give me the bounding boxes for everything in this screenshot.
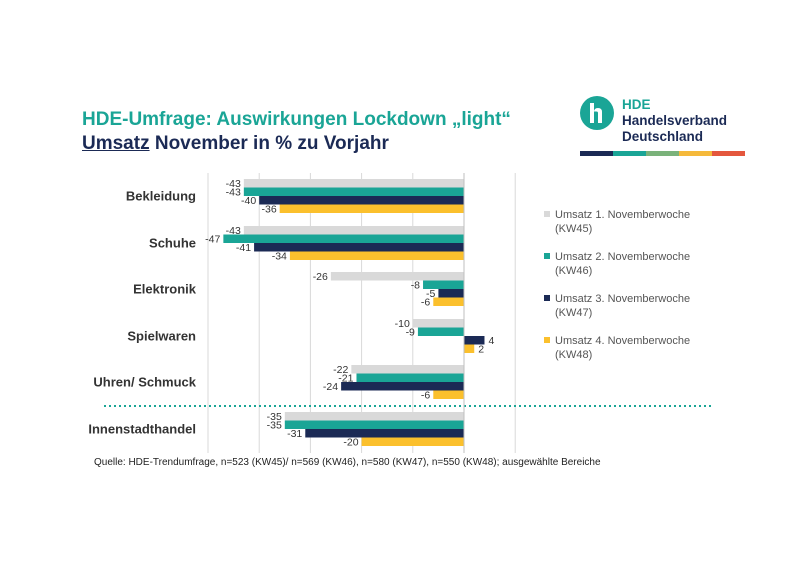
data-label: -36: [261, 204, 276, 216]
bar: [433, 297, 464, 306]
bar: [243, 187, 464, 196]
bar: [279, 204, 464, 213]
bar: [417, 327, 464, 336]
data-label: -41: [236, 242, 251, 254]
legend-sublabel-kw47: (KW47): [555, 307, 593, 319]
data-label: -26: [313, 271, 328, 283]
data-label: 2: [478, 344, 484, 356]
logo-color-bar-5: [712, 151, 745, 156]
data-label: -43: [226, 187, 241, 199]
bar: [356, 373, 464, 382]
category-label: Spielwaren: [127, 329, 196, 344]
bar: [361, 437, 464, 446]
logo-color-bar-1: [580, 151, 613, 156]
bar: [259, 196, 464, 205]
category-label: Innenstadthandel: [88, 422, 196, 437]
legend-swatch-kw46: [544, 253, 550, 259]
legend-swatch-kw45: [544, 211, 550, 217]
category-label: Bekleidung: [126, 189, 196, 204]
hde-h-logo-icon: [580, 96, 614, 130]
data-label: -21: [338, 373, 353, 385]
data-label: -35: [267, 411, 282, 423]
legend-label-kw48: Umsatz 4. Novemberwoche: [555, 335, 691, 347]
data-label: -43: [226, 225, 241, 237]
data-label: -6: [421, 390, 430, 402]
logo-text: HDE Handelsverband Deutschland: [622, 97, 727, 145]
bar: [351, 365, 464, 374]
logo-color-bar-3: [646, 151, 679, 156]
data-label: -43: [226, 178, 241, 190]
logo-text-deutschland: Deutschland: [622, 129, 704, 144]
chart-title-line1: HDE-Umfrage: Auswirkungen Lockdown „ligh…: [82, 109, 511, 130]
data-label: -31: [287, 428, 302, 440]
legend-sublabel-kw45: (KW45): [555, 223, 593, 235]
data-label: -5: [426, 288, 435, 300]
legend-label-kw45: Umsatz 1. Novemberwoche: [555, 209, 691, 221]
legend-label-kw47: Umsatz 3. Novemberwoche: [555, 293, 691, 305]
bar: [223, 234, 464, 243]
data-label: -10: [395, 318, 410, 330]
bar: [330, 272, 464, 281]
data-label: -20: [343, 437, 358, 449]
bar: [243, 226, 464, 235]
bar: [284, 420, 464, 429]
legend-swatch-kw47: [544, 295, 550, 301]
data-label: -9: [406, 327, 415, 339]
data-label: 4: [488, 335, 494, 347]
data-label: -34: [272, 251, 287, 263]
data-label: -24: [323, 381, 338, 393]
data-label: -6: [421, 297, 430, 309]
bar: [464, 344, 475, 353]
title-underlined-word: Umsatz: [82, 133, 150, 154]
title-rest: November in % zu Vorjahr: [149, 133, 389, 154]
data-label: -47: [205, 234, 220, 246]
bar: [284, 412, 464, 421]
logo-text-hde: HDE: [622, 97, 651, 112]
data-label: -40: [241, 195, 256, 207]
hde-logo: HDE Handelsverband Deutschland: [580, 96, 745, 158]
legend-sublabel-kw48: (KW48): [555, 349, 593, 361]
legend-label-kw46: Umsatz 2. Novemberwoche: [555, 251, 691, 263]
data-label: -8: [411, 280, 420, 292]
chart-title-line2: Umsatz November in % zu Vorjahr: [82, 133, 389, 155]
logo-color-bar-4: [679, 151, 712, 156]
bar: [243, 179, 464, 188]
data-label: -35: [267, 420, 282, 432]
bar: [412, 319, 464, 328]
legend-swatch-kw48: [544, 337, 550, 343]
bar: [464, 336, 485, 345]
logo-color-bar-2: [613, 151, 646, 156]
data-label: -22: [333, 364, 348, 376]
bar: [289, 251, 464, 260]
category-label: Uhren/ Schmuck: [93, 375, 196, 390]
bar: [254, 243, 464, 252]
bar: [433, 390, 464, 399]
bar: [438, 289, 464, 298]
category-label: Elektronik: [133, 282, 197, 297]
bar: [423, 280, 464, 289]
bar: [341, 382, 464, 391]
legend-sublabel-kw46: (KW46): [555, 265, 593, 277]
source-note: Quelle: HDE-Trendumfrage, n=523 (KW45)/ …: [94, 457, 601, 468]
bar: [305, 429, 464, 438]
logo-text-handelsverband: Handelsverband: [622, 113, 728, 128]
category-label: Schuhe: [149, 236, 196, 251]
